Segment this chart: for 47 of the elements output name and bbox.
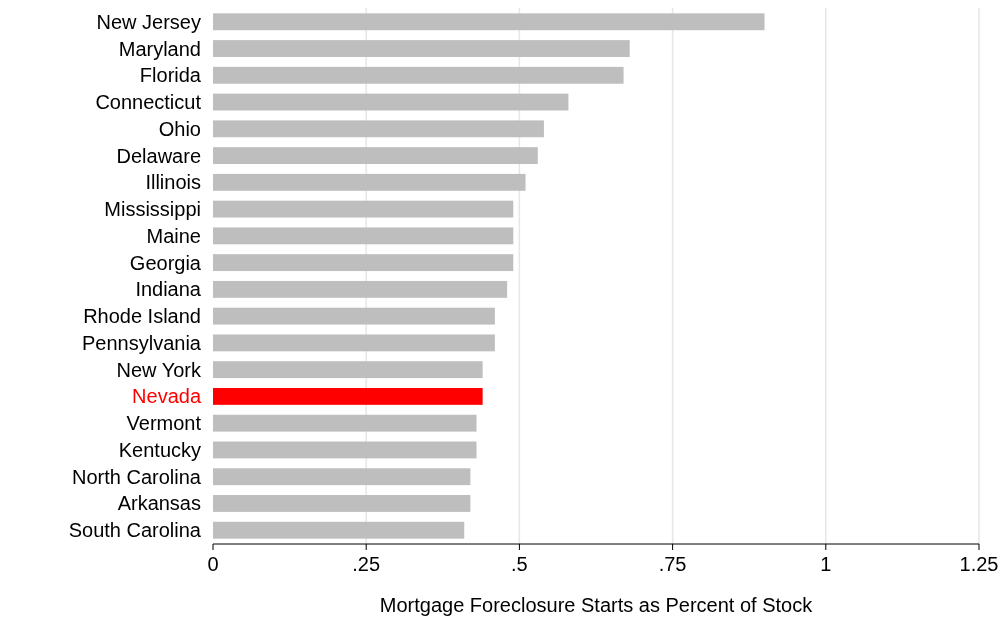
y-tick-label: Mississippi (104, 198, 201, 221)
bar (213, 307, 495, 325)
bar (213, 40, 630, 57)
bar (213, 495, 471, 512)
bar (213, 66, 624, 84)
y-tick-label: Vermont (126, 412, 202, 435)
bar (213, 521, 465, 539)
y-tick-label: Illinois (145, 171, 201, 194)
x-tick-label: .75 (658, 553, 687, 575)
bar (213, 414, 477, 432)
x-tick-label: .25 (352, 553, 381, 575)
y-tick-label: Delaware (116, 144, 201, 167)
y-tick-label: Georgia (129, 251, 202, 274)
y-tick-label: Connecticut (95, 91, 202, 114)
bar (213, 147, 538, 165)
y-tick-label: Rhode Island (83, 305, 201, 328)
y-tick-label: Kentucky (118, 438, 201, 461)
y-tick-label: Maryland (118, 37, 201, 60)
y-tick-label: South Carolina (68, 519, 202, 542)
x-tick-label: 1.25 (959, 553, 999, 575)
y-tick-label: New Jersey (96, 10, 201, 33)
bar (213, 173, 526, 191)
bar (213, 200, 514, 218)
bar (213, 441, 477, 459)
y-tick-label: Florida (139, 64, 202, 87)
y-tick-label: Indiana (135, 278, 202, 301)
y-tick-label: Ohio (158, 117, 201, 140)
bar (213, 93, 569, 111)
bar (213, 468, 471, 486)
x-tick-label: 1 (820, 553, 832, 575)
bar (213, 334, 495, 352)
bar (213, 254, 514, 272)
bar (213, 227, 514, 245)
y-tick-label: North Carolina (72, 465, 202, 488)
y-tick-label: Pennsylvania (82, 331, 202, 354)
bar (213, 361, 483, 379)
bar (213, 280, 508, 298)
bar (213, 120, 544, 138)
x-tick-label: .5 (511, 553, 528, 575)
bar (213, 13, 765, 31)
bar (213, 387, 483, 405)
y-tick-label: Arkansas (117, 492, 201, 515)
y-tick-label: Maine (146, 224, 201, 247)
y-tick-label: Nevada (132, 385, 202, 408)
y-tick-label: New York (116, 358, 202, 381)
x-axis-title: Mortgage Foreclosure Starts as Percent of Stock (379, 594, 814, 616)
x-tick-label: 0 (207, 553, 219, 575)
